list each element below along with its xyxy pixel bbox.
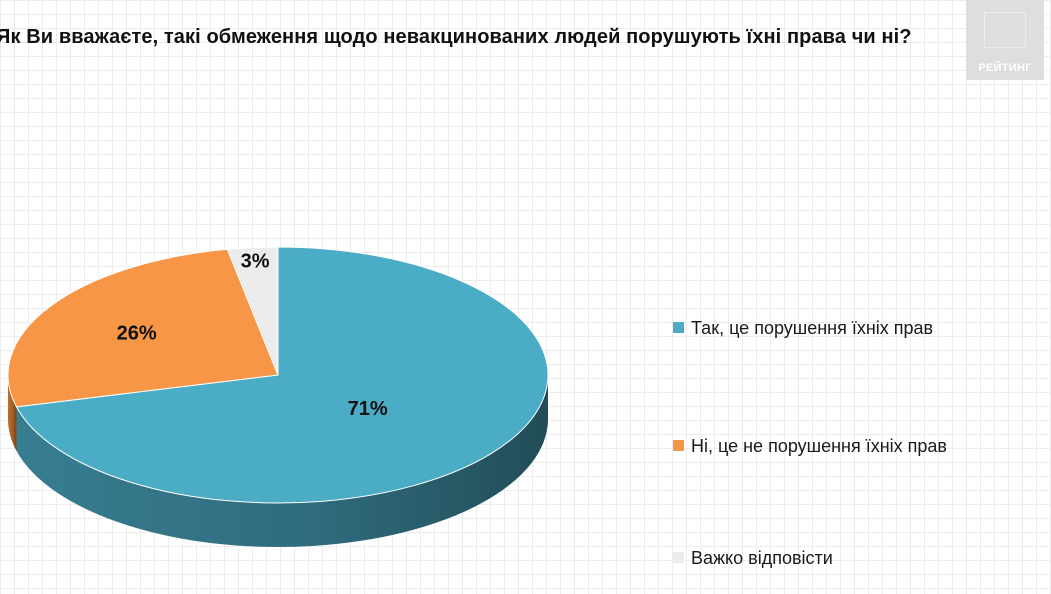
pie-labels: 71% 26% 3% xyxy=(117,250,388,420)
legend-swatch-no xyxy=(673,440,684,451)
legend-item-no: Ні, це не порушення їхніх прав xyxy=(673,436,947,457)
legend-label-yes: Так, це порушення їхніх прав xyxy=(691,318,934,338)
legend-item-hard-to-say: Важко відповісти xyxy=(673,548,833,569)
slice-yes-label: 71% xyxy=(348,398,388,420)
slice-no-side-shading xyxy=(8,375,17,451)
legend-swatch-hard-to-say xyxy=(673,552,684,563)
pie-chart: 71% 26% 3% xyxy=(7,246,549,548)
brand-name: РЕЙТИНГ xyxy=(978,62,1032,74)
chart-title: Як Ви вважаєте, такі обмеження щодо нева… xyxy=(0,26,912,48)
slice-hard-to-say-label: 3% xyxy=(241,250,270,272)
brand-logo: РЕЙТИНГ xyxy=(966,0,1044,80)
logo-mark-icon xyxy=(984,12,1026,48)
slice-yes-side-shading xyxy=(16,375,549,548)
legend-swatch-yes xyxy=(673,322,684,333)
slice-hard-to-say xyxy=(226,246,279,376)
pie-tops xyxy=(7,246,549,504)
slice-no xyxy=(7,248,279,408)
legend-item-yes: Так, це порушення їхніх прав xyxy=(673,318,933,339)
slice-yes xyxy=(15,246,549,504)
slice-no-label: 26% xyxy=(117,322,157,344)
pie-sides xyxy=(8,375,549,548)
legend-label-hard-to-say: Важко відповісти xyxy=(691,548,833,568)
legend-label-no: Ні, це не порушення їхніх прав xyxy=(691,436,947,456)
